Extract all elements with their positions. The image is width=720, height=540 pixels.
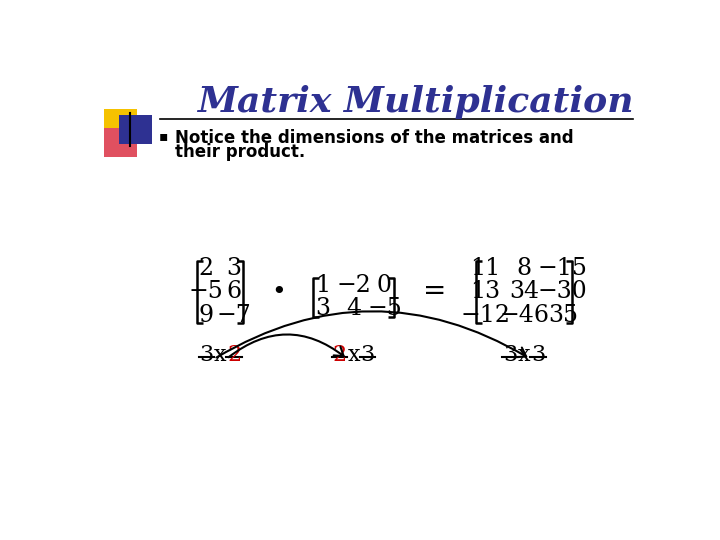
Text: 2: 2 — [227, 343, 241, 366]
Text: Notice the dimensions of the matrices and: Notice the dimensions of the matrices an… — [175, 130, 574, 147]
Text: 2: 2 — [199, 258, 214, 280]
Text: −7: −7 — [217, 303, 251, 327]
Text: x: x — [518, 343, 530, 366]
Text: −15: −15 — [538, 258, 588, 280]
Text: 2: 2 — [333, 343, 346, 366]
Text: −5: −5 — [189, 280, 224, 303]
Text: 11: 11 — [470, 258, 500, 280]
Text: 3: 3 — [531, 343, 545, 366]
Bar — [104, 128, 137, 157]
Text: x: x — [214, 343, 227, 366]
Text: 6: 6 — [227, 280, 242, 303]
Text: 1: 1 — [315, 274, 330, 298]
FancyArrowPatch shape — [228, 334, 343, 357]
Text: 0: 0 — [377, 274, 392, 298]
Text: 3: 3 — [315, 298, 330, 320]
Text: −30: −30 — [538, 280, 588, 303]
Text: 3: 3 — [503, 343, 517, 366]
Bar — [120, 115, 152, 144]
Text: ▪: ▪ — [159, 129, 168, 143]
Text: 13: 13 — [470, 280, 500, 303]
Text: •: • — [271, 280, 286, 304]
Text: −5: −5 — [367, 298, 402, 320]
Text: −2: −2 — [336, 274, 371, 298]
Text: 34: 34 — [509, 280, 539, 303]
Text: 4: 4 — [346, 298, 361, 320]
Text: x: x — [347, 343, 360, 366]
Text: −46: −46 — [499, 303, 549, 327]
Text: 35: 35 — [548, 303, 577, 327]
Text: 9: 9 — [199, 303, 214, 327]
Text: 3: 3 — [360, 343, 374, 366]
Bar — [104, 110, 137, 139]
Text: =: = — [423, 279, 446, 306]
Text: 3: 3 — [227, 258, 242, 280]
FancyArrowPatch shape — [217, 311, 526, 357]
Text: their product.: their product. — [175, 143, 305, 160]
Text: −12: −12 — [460, 303, 510, 327]
Text: 8: 8 — [516, 258, 531, 280]
Text: Matrix Multiplication: Matrix Multiplication — [197, 85, 634, 119]
Text: 3: 3 — [199, 343, 213, 366]
